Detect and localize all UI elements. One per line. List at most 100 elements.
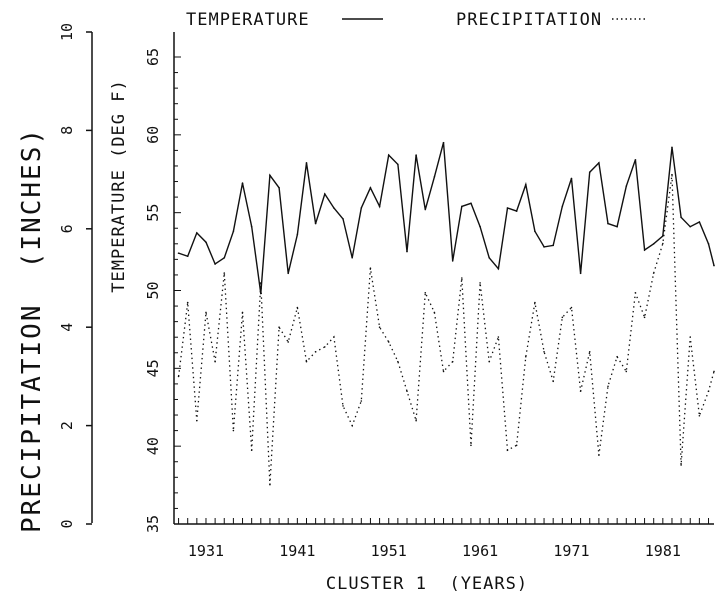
y-right-tick-label: 35: [144, 515, 162, 533]
precipitation-point: [424, 291, 427, 294]
x-ticks: 1931 1941 1951 1961 1971 1981: [178, 518, 710, 560]
precipitation-point: [378, 326, 381, 329]
temperature-point: [360, 207, 363, 209]
temperature-point: [488, 257, 491, 259]
temperature-point: [260, 292, 262, 295]
temperature-point: [451, 260, 454, 262]
y-right-tick-label: 65: [144, 48, 162, 66]
temperature-point: [662, 235, 664, 237]
precipitation-point: [269, 483, 271, 486]
temperature-point: [333, 207, 335, 209]
precipitation-points: [177, 173, 715, 486]
precipitation-point: [698, 414, 701, 417]
precipitation-point: [360, 400, 363, 402]
temperature-point: [387, 154, 390, 156]
temperature-point: [278, 186, 280, 189]
temperature-point: [250, 225, 253, 228]
temperature-point: [625, 185, 628, 188]
temperature-point: [461, 205, 463, 208]
precipitation-point: [323, 346, 326, 348]
temperature-point: [689, 225, 692, 228]
temperature-point: [415, 154, 417, 156]
precipitation-point: [689, 336, 692, 338]
precipitation-point: [205, 311, 207, 314]
y-left-tick-label: 8: [58, 126, 76, 135]
x-tick-label: 1941: [279, 542, 315, 560]
temperature-point: [196, 232, 198, 234]
precipitation-point: [552, 380, 554, 383]
y-right-tick-label: 40: [144, 437, 162, 455]
precipitation-point: [488, 360, 491, 363]
precipitation-point: [451, 360, 454, 363]
x-tick-label: 1971: [553, 542, 589, 560]
temperature-point: [479, 225, 481, 228]
temperature-point: [205, 241, 207, 244]
temperature-point: [314, 222, 317, 225]
temperature-point: [524, 183, 527, 186]
temperature-point: [588, 171, 591, 173]
temperature-point: [186, 255, 189, 258]
temperature-point: [698, 221, 701, 223]
temperature-point: [561, 205, 564, 208]
temperature-point: [287, 272, 290, 275]
precipitation-point: [196, 419, 198, 422]
x-tick-label: 1961: [462, 542, 498, 560]
y-left-tick-label: 4: [58, 323, 76, 332]
precipitation-point: [652, 272, 655, 274]
temperature-point: [433, 176, 436, 178]
precipitation-point: [607, 385, 609, 388]
precipitation-point: [177, 375, 180, 378]
temperature-point: [305, 162, 308, 164]
temperature-point: [470, 202, 472, 205]
temperature-points: [177, 141, 715, 295]
y-right-tick-label: 55: [144, 204, 162, 222]
precipitation-point: [506, 449, 509, 452]
precipitation-point: [214, 360, 216, 363]
temperature-point: [534, 230, 536, 233]
temperature-point: [378, 205, 381, 208]
x-axis-title: CLUSTER 1 (YEARS): [326, 574, 528, 594]
temperature-point: [652, 243, 655, 245]
x-tick-label: 1931: [188, 542, 224, 560]
precipitation-point: [278, 326, 280, 329]
x-tick-label: 1951: [371, 542, 407, 560]
precipitation-point: [241, 311, 244, 314]
precipitation-point: [570, 306, 573, 309]
temperature-point: [397, 163, 399, 166]
precipitation-point: [524, 355, 527, 358]
precipitation-point: [713, 370, 715, 373]
precipitation-point: [342, 405, 344, 407]
temperature-point: [269, 174, 271, 177]
y-right-tick-label: 60: [144, 126, 162, 144]
temperature-point: [296, 233, 299, 236]
temperature-point: [671, 146, 673, 149]
precipitation-point: [397, 360, 399, 363]
precipitation-point: [543, 351, 545, 353]
y-left-ticks: 0 2 4 6 8 10: [58, 23, 92, 529]
temperature-point: [579, 272, 582, 275]
temperature-point: [616, 225, 618, 228]
y-right-tick-label: 50: [144, 281, 162, 299]
temperature-point: [241, 182, 244, 184]
precipitation-point: [333, 336, 335, 338]
precipitation-point: [579, 390, 582, 392]
precipitation-point: [287, 341, 290, 343]
temperature-point: [634, 158, 637, 161]
temperature-point: [323, 193, 326, 195]
temperature-point: [369, 186, 372, 189]
precipitation-point: [415, 419, 417, 422]
temperature-point: [442, 141, 445, 144]
temperature-point: [543, 246, 545, 248]
precipitation-point: [296, 306, 299, 309]
precipitation-point: [479, 282, 481, 284]
precipitation-point: [515, 444, 518, 447]
temperature-point: [232, 230, 235, 233]
y-right-ticks: 35 40 45 50 55 60 65: [144, 48, 181, 533]
series-line-temperature: [178, 142, 715, 294]
precipitation-point: [534, 301, 536, 304]
precipitation-point: [305, 360, 308, 363]
temperature-point: [680, 216, 682, 219]
precipitation-point: [634, 291, 637, 294]
y-right-tick-label: 45: [144, 359, 162, 377]
temperature-point: [506, 207, 509, 209]
